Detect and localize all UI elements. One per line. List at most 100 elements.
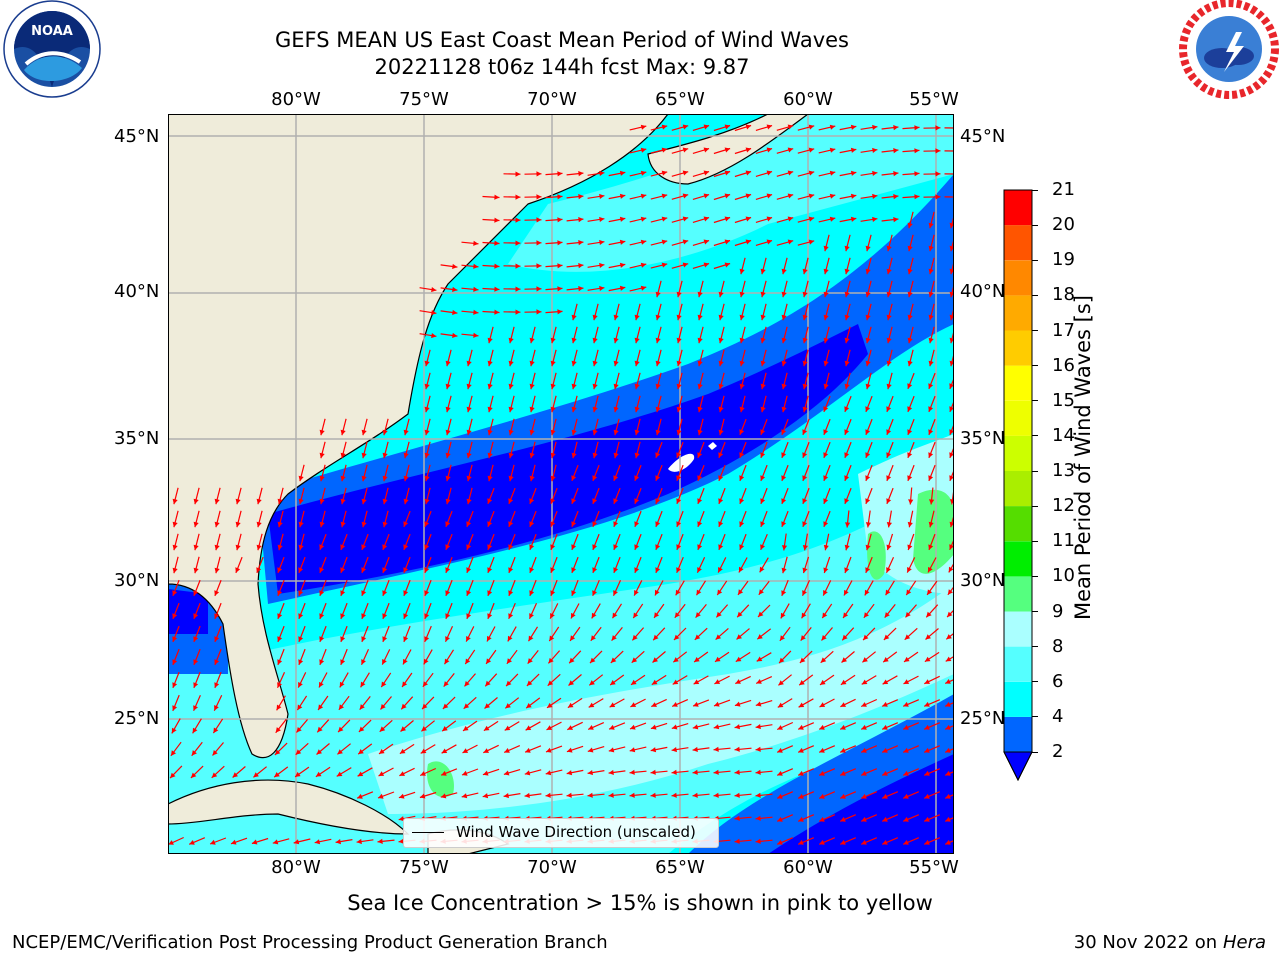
- wind-arrow-head: [819, 839, 825, 845]
- wind-arrow-head: [504, 725, 511, 731]
- wind-arrow-head: [676, 383, 682, 390]
- wind-arrow-head: [357, 793, 363, 799]
- wind-arrow-head: [381, 681, 387, 688]
- wind-arrow-head: [486, 658, 492, 664]
- wind-arrow-head: [703, 124, 710, 130]
- wind-arrow-head: [802, 567, 808, 574]
- wind-arrow-head: [823, 291, 829, 298]
- wind-arrow-head: [487, 475, 493, 482]
- wind-arrow-head: [256, 521, 262, 528]
- wind-arrow-head: [567, 702, 574, 708]
- wind-arrow-head: [949, 521, 954, 528]
- wind-arrow-head: [907, 360, 913, 367]
- wind-arrow-head: [928, 452, 934, 458]
- wind-arrow-head: [424, 406, 430, 413]
- wind-arrow-head: [634, 314, 640, 321]
- wind-arrow-head: [928, 360, 934, 367]
- wind-arrow-head: [914, 125, 920, 131]
- wind-arrow-head: [172, 567, 178, 574]
- wind-arrow-head: [745, 124, 752, 130]
- wind-arrow-head: [382, 521, 388, 528]
- wind-arrow-head: [738, 566, 744, 573]
- machine-text: Hera: [1222, 932, 1266, 953]
- wind-arrow-head: [759, 566, 765, 573]
- legend-text: Wind Wave Direction (unscaled): [456, 823, 696, 841]
- wind-arrow-head: [802, 545, 808, 551]
- wind-arrow-head: [926, 611, 932, 618]
- wind-arrow-head: [713, 792, 719, 798]
- wind-arrow-head: [676, 337, 682, 344]
- wind-arrow-head: [361, 659, 366, 665]
- wind-arrow-head: [452, 286, 458, 292]
- wind-arrow-head: [277, 636, 283, 642]
- wind-arrow-head: [536, 240, 542, 246]
- wind-arrow-head: [613, 406, 619, 413]
- wind-arrow-head: [903, 770, 909, 776]
- wind-arrow-head: [442, 726, 448, 732]
- wind-arrow-head: [760, 406, 766, 413]
- wind-arrow-head: [571, 475, 577, 481]
- wind-arrow-head: [515, 309, 521, 315]
- wind-arrow-head: [676, 475, 682, 481]
- wind-arrow-head: [235, 567, 241, 573]
- wind-arrow-head: [844, 291, 850, 298]
- wind-arrow-head: [715, 634, 722, 640]
- wind-arrow-head: [863, 612, 869, 618]
- lat-label-right: 45°N: [960, 126, 1006, 147]
- wind-arrow-head: [445, 452, 451, 459]
- wind-arrow-head: [682, 239, 689, 245]
- wind-arrow-head: [431, 333, 437, 339]
- wind-arrow-head: [193, 613, 199, 619]
- wind-arrow-head: [799, 657, 806, 663]
- wind-arrow-head: [823, 383, 829, 390]
- wind-arrow-head: [739, 406, 745, 413]
- wind-arrow-head: [401, 703, 407, 710]
- wind-arrow-head: [473, 286, 479, 292]
- wind-arrow-head: [546, 747, 552, 753]
- wind-arrow-head: [758, 589, 764, 595]
- wind-arrow-head: [760, 383, 766, 390]
- wind-arrow-head: [865, 429, 871, 435]
- wind-arrow-head: [802, 452, 808, 458]
- wind-arrow-head: [766, 216, 773, 222]
- wind-arrow-head: [676, 544, 682, 550]
- wind-arrow-head: [673, 657, 679, 663]
- wind-arrow-head: [672, 702, 678, 707]
- wind-arrow-head: [613, 452, 619, 459]
- wind-arrow-head: [781, 567, 787, 574]
- wind-arrow-head: [494, 217, 500, 223]
- wind-arrow-head: [613, 590, 618, 596]
- wind-arrow-head: [452, 263, 458, 269]
- wind-arrow-head: [629, 769, 635, 775]
- wind-arrow-head: [886, 452, 892, 458]
- wind-arrow-head: [886, 567, 891, 573]
- wind-arrow-head: [536, 286, 542, 292]
- wind-arrow-head: [653, 634, 659, 641]
- wind-arrow-head: [745, 239, 752, 245]
- wind-arrow-head: [318, 704, 324, 710]
- wind-arrow-head: [924, 679, 930, 684]
- wind-arrow-head: [466, 498, 472, 505]
- wind-arrow-head: [550, 567, 556, 573]
- wind-arrow-head: [903, 816, 909, 822]
- wind-arrow-head: [906, 589, 912, 596]
- lon-label-bottom: 60°W: [783, 857, 833, 878]
- wind-arrow-head: [907, 222, 913, 229]
- wind-arrow-head: [682, 262, 689, 268]
- wind-arrow-head: [735, 656, 742, 662]
- wind-arrow-head: [524, 792, 530, 798]
- wind-arrow-head: [907, 291, 913, 298]
- wind-arrow-head: [872, 193, 878, 199]
- wind-arrow-head: [945, 770, 951, 776]
- wind-arrow-head: [914, 148, 920, 154]
- wind-arrow-head: [801, 612, 807, 619]
- wind-arrow-head: [608, 747, 615, 753]
- wind-arrow-head: [865, 544, 871, 551]
- wind-arrow-head: [829, 147, 836, 153]
- colorbar-segment: [1004, 260, 1032, 296]
- colorbar-tick-label: 15: [1052, 389, 1075, 411]
- wind-arrow-head: [661, 262, 668, 268]
- wind-arrow-head: [694, 634, 701, 640]
- wind-arrow-head: [886, 245, 892, 252]
- colorbar-segment: [1004, 716, 1032, 752]
